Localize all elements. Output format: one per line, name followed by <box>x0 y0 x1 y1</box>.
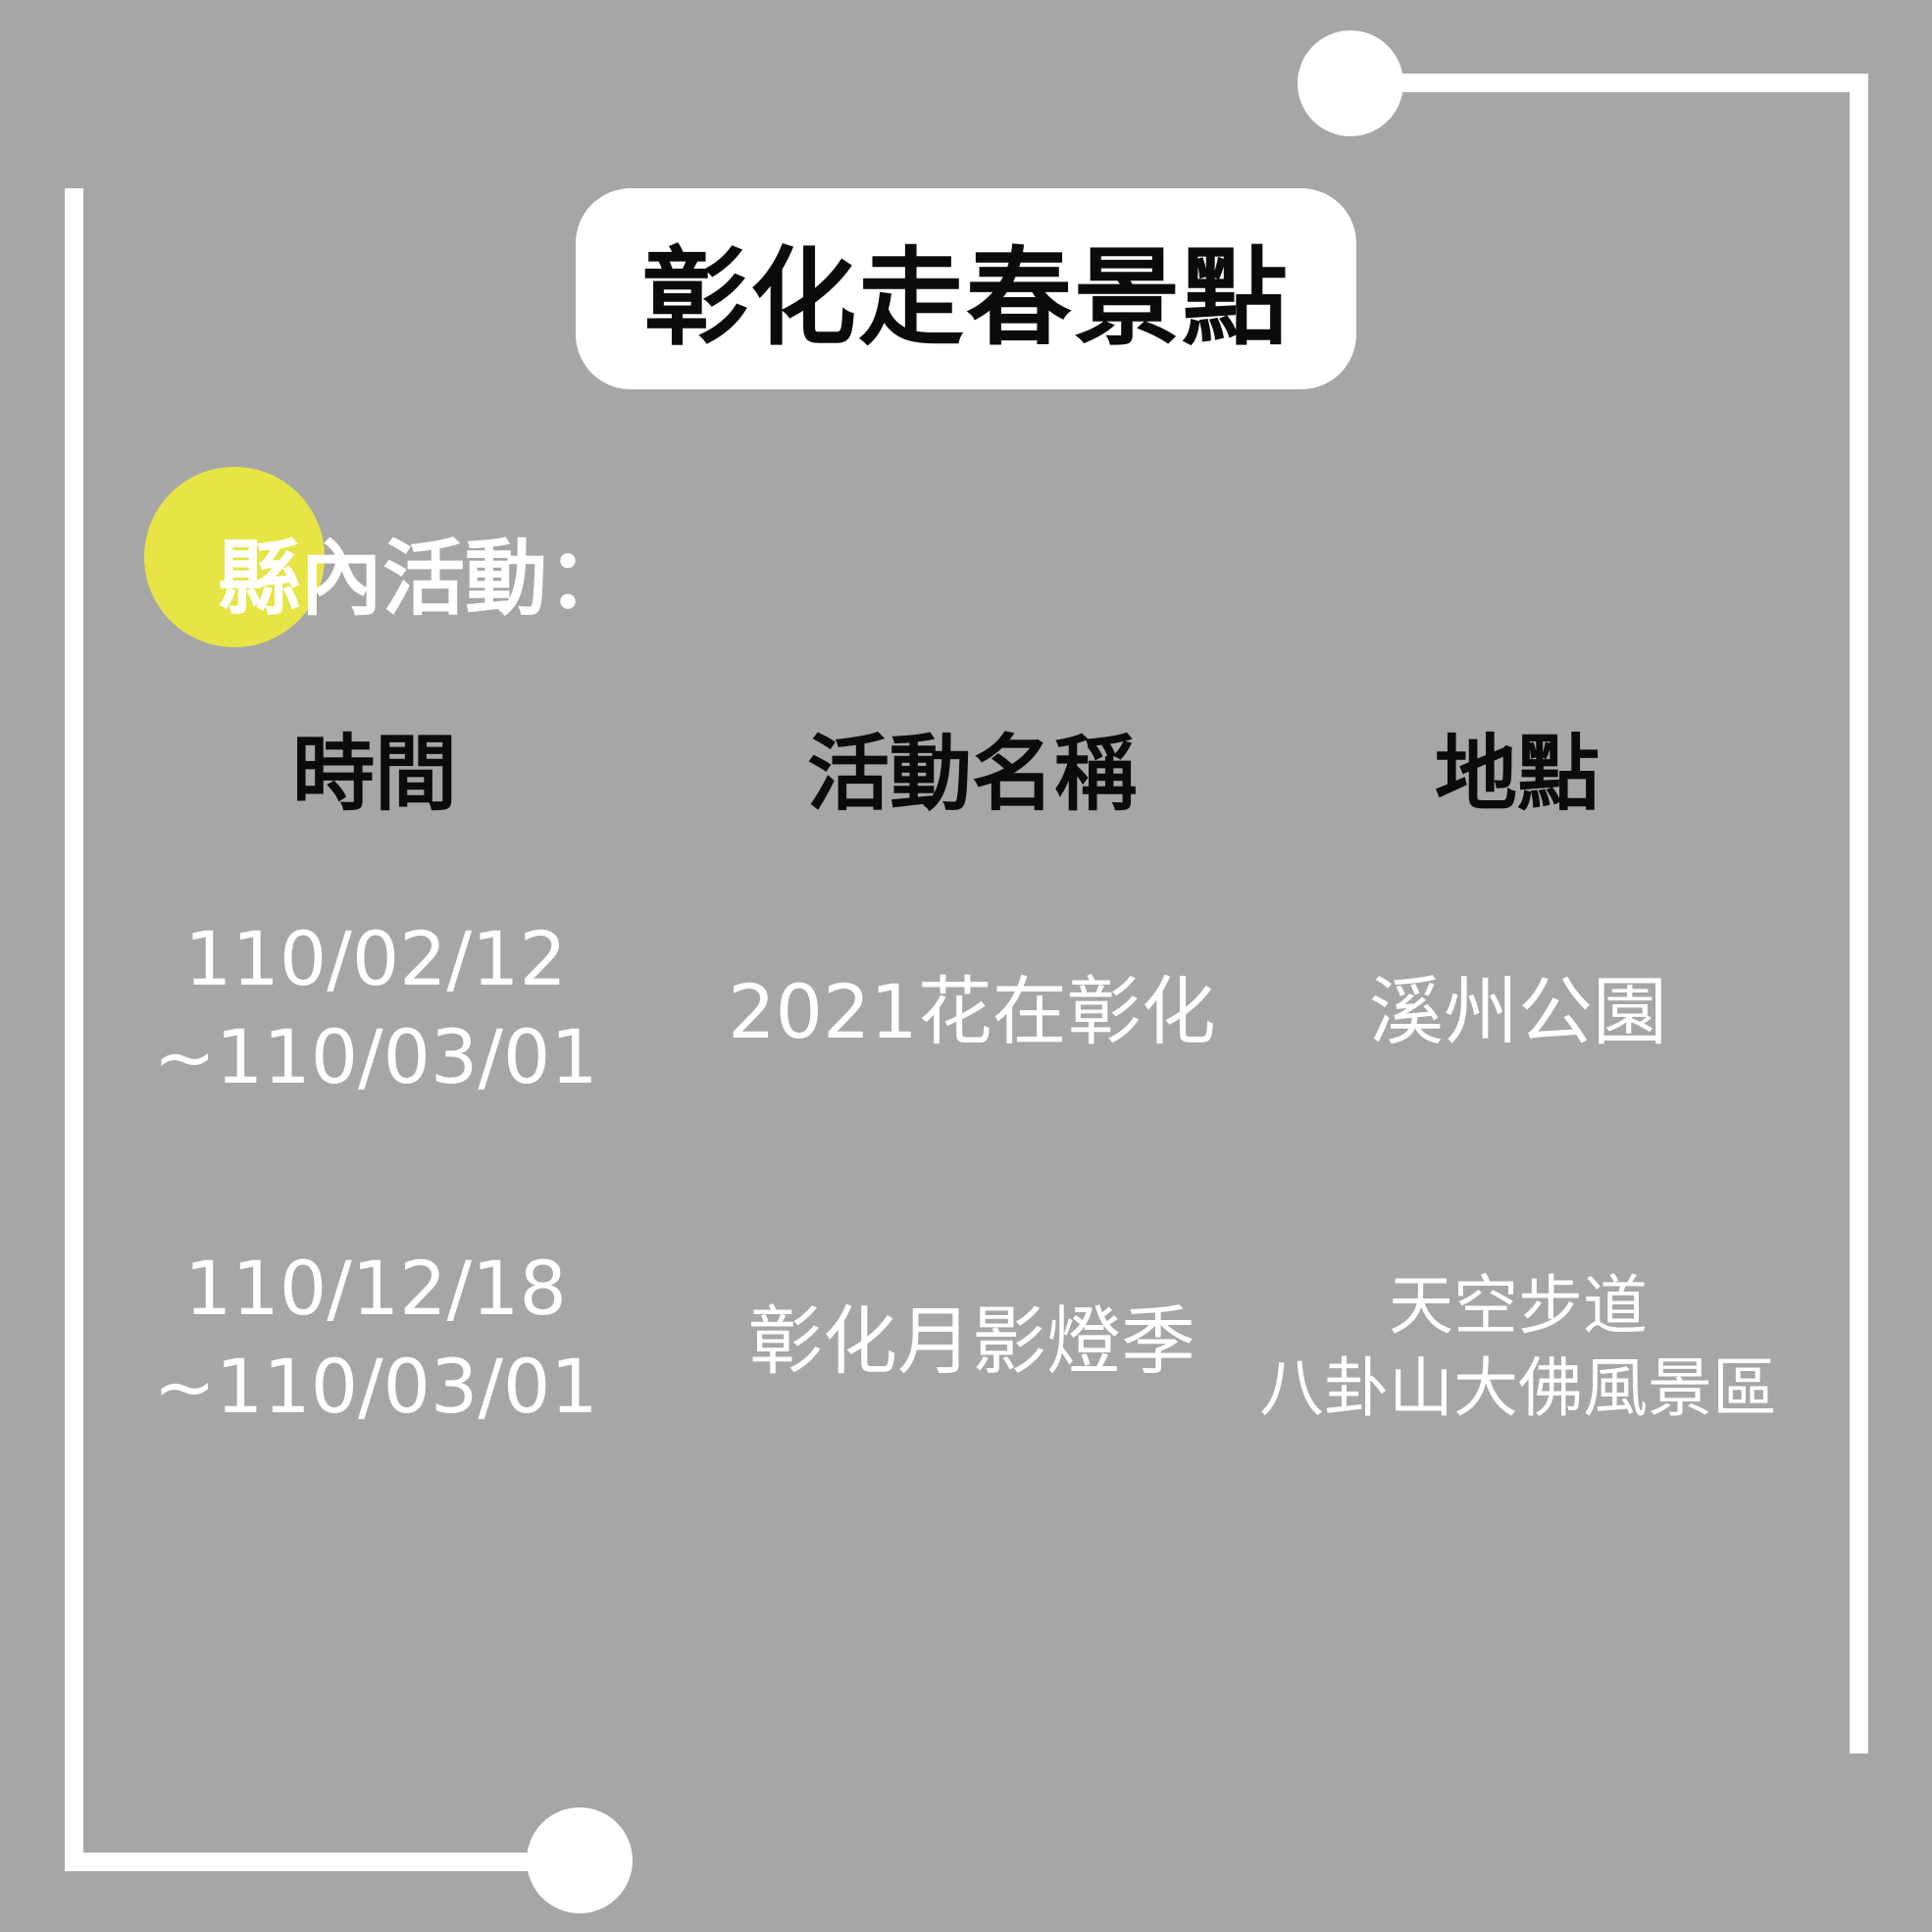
row-1-time-end: ~110/03/01 <box>153 1013 598 1100</box>
frame-top-line <box>1353 74 1868 92</box>
frame-bottom-dot <box>527 1807 633 1913</box>
row-2-time-end: ~110/03/01 <box>153 1343 598 1430</box>
row-1-location-line-1: 溪州公園 <box>1369 968 1667 1055</box>
section-heading: 縣內活動： <box>218 531 631 627</box>
row-2-location: 天空步道 八卦山大佛風景區 <box>1244 1265 1793 1430</box>
row-2-location-line-1: 天空步道 <box>1389 1268 1648 1344</box>
row-1-event-name: 2021花在彰化 <box>728 968 1216 1055</box>
column-header-event-name: 活動名稱 <box>806 726 1137 822</box>
frame-right-line <box>1850 74 1868 1754</box>
row-1-location: 溪州公園 <box>1244 963 1793 1061</box>
accent-circle <box>144 467 325 647</box>
frame-left-line <box>65 188 83 1871</box>
column-header-location: 地點 <box>1434 726 1600 822</box>
title-banner: 彰化走春景點 <box>576 188 1356 389</box>
row-2-location-line-2: 八卦山大佛風景區 <box>1259 1350 1777 1426</box>
row-1-time: 110/02/12 ~110/03/01 <box>101 910 650 1106</box>
row-1-time-start: 110/02/12 <box>184 915 567 1002</box>
row-2-time: 110/12/18 ~110/03/01 <box>101 1240 650 1436</box>
frame-top-dot <box>1297 30 1403 136</box>
column-header-time: 時間 <box>291 726 457 822</box>
row-2-time-start: 110/12/18 <box>184 1245 567 1332</box>
page-title: 彰化走春景點 <box>641 236 1290 360</box>
row-2-event-name: 彰化月影燈季 <box>748 1297 1195 1385</box>
frame-bottom-line <box>65 1853 585 1871</box>
